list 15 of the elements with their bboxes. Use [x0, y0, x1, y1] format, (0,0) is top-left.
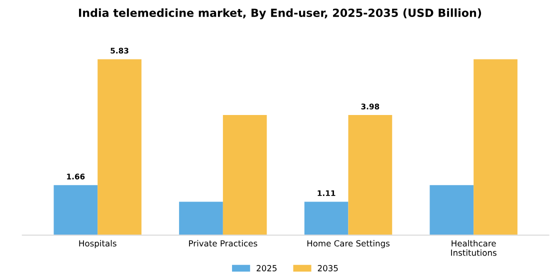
bar [222, 115, 267, 236]
legend-label: 2025 [256, 265, 277, 272]
x-tick-label: Hospitals [79, 240, 116, 248]
bar [179, 202, 223, 236]
bar [54, 185, 98, 236]
legend-label: 2035 [318, 265, 338, 272]
bar [430, 185, 474, 236]
x-tick-label: Home Care Settings [307, 240, 390, 248]
bar [348, 115, 392, 236]
bar [98, 59, 142, 236]
bar [304, 202, 348, 236]
x-tick-label: Healthcare Institutions [451, 240, 496, 256]
chart-title: India telemedicine market, By End-user, 2025-2035 (USD Billion) [79, 8, 482, 20]
x-tick-label: Private Practices [189, 240, 258, 247]
bar [474, 59, 518, 236]
